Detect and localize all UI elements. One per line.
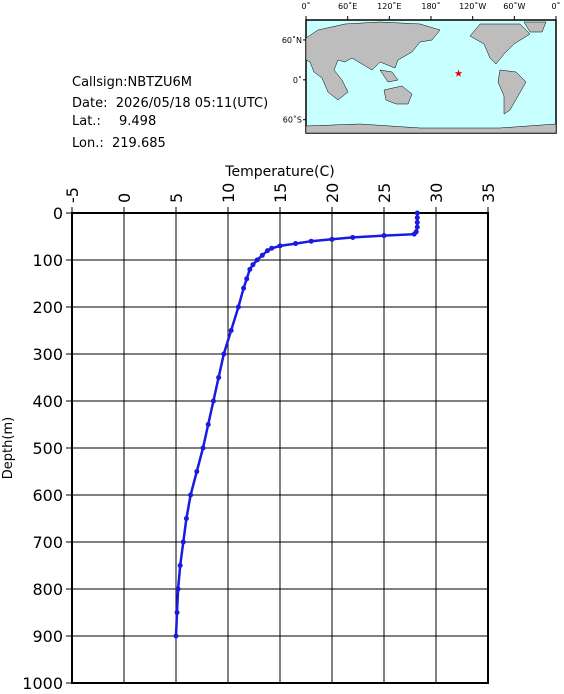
x-tick-label: 20 (323, 183, 342, 203)
x-axis-title: Temperature(C) (224, 164, 334, 180)
profile-point (174, 610, 180, 615)
location-marker (454, 69, 463, 77)
x-tick-label: 25 (375, 183, 394, 203)
x-tick-label: 10 (219, 183, 238, 203)
profile-point (216, 375, 222, 380)
map-y-tick-label: 0˚ (293, 75, 302, 85)
profile-point (241, 285, 247, 291)
profile-point (221, 351, 227, 357)
map-x-tick-label: 60˚E (338, 1, 357, 11)
profile-point (269, 245, 275, 251)
world-map (305, 19, 557, 134)
map-y-tick-label: 60˚N (282, 35, 302, 45)
lon-label: Lon.: (72, 136, 104, 151)
x-tick-label: 0 (115, 193, 134, 203)
profile-line (174, 213, 419, 637)
profile-point (414, 210, 420, 216)
profile-point (329, 236, 335, 242)
y-tick-label: 500 (32, 439, 63, 458)
x-tick-label: 35 (479, 183, 498, 203)
x-tick-label: 15 (271, 183, 290, 203)
map-x-tick-label: 0˚ (551, 1, 560, 11)
y-tick-label: 0 (53, 204, 63, 223)
profile-point (200, 445, 206, 451)
profile-point (188, 492, 194, 498)
date: Date: 2026/05/18 05:11(UTC) (72, 96, 268, 111)
lat-label: Lat.: (72, 114, 101, 129)
lon-value: 219.685 (112, 136, 166, 151)
continents (305, 21, 557, 134)
profile-point (177, 563, 183, 568)
plot-frame (71, 212, 489, 684)
profile-point (194, 469, 200, 474)
x-tick-label: 5 (167, 193, 186, 203)
map-x-tick-label: 120˚W (459, 1, 486, 11)
profile-point (411, 231, 417, 237)
profile-point (205, 422, 211, 427)
profile-point (254, 257, 260, 263)
callsign: Callsign:NBTZU6M (72, 75, 192, 90)
profile-point (259, 252, 265, 258)
y-tick-label: 100 (32, 251, 63, 270)
y-tick-label: 600 (32, 486, 63, 505)
y-tick-label: 1000 (22, 674, 63, 690)
y-tick-label: 200 (32, 298, 63, 317)
profile-point (228, 328, 234, 333)
profile-point (293, 241, 299, 247)
profile-point (350, 234, 356, 240)
y-tick-label: 800 (32, 580, 63, 599)
y-tick-label: 400 (32, 392, 63, 411)
map-y-tick-label: 60˚S (283, 115, 302, 125)
profile-point (180, 539, 186, 545)
profile-point (414, 219, 420, 225)
map-x-tick-label: 120˚E (377, 1, 401, 11)
x-tick-label: -5 (63, 187, 82, 203)
profile-point (244, 276, 250, 282)
lat-value: 9.498 (119, 114, 156, 129)
map-x-tick-label: 0˚ (301, 1, 310, 11)
profile-point (414, 224, 420, 230)
profile-point (381, 233, 387, 239)
profile-point (414, 215, 420, 221)
map-x-tick-label: 180˚ (421, 1, 440, 11)
y-tick-label: 700 (32, 533, 63, 552)
profile-point (247, 266, 253, 272)
map-x-tick-label: 60˚W (503, 1, 525, 11)
profile-point (250, 262, 256, 268)
x-tick-label: 30 (427, 183, 446, 203)
profile-point (277, 243, 283, 249)
profile-point (210, 398, 216, 404)
y-axis-title: Depth(m) (1, 417, 16, 479)
profile-point (183, 516, 189, 521)
profile-point (265, 248, 271, 254)
profile-point (235, 304, 241, 310)
profile-point (175, 586, 181, 592)
profile-point (308, 238, 314, 244)
y-tick-label: 900 (32, 627, 63, 646)
profile-point (173, 633, 179, 639)
y-tick-label: 300 (32, 345, 63, 364)
